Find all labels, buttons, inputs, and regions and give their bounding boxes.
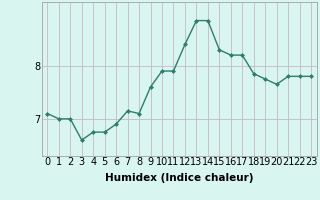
X-axis label: Humidex (Indice chaleur): Humidex (Indice chaleur)	[105, 173, 253, 183]
